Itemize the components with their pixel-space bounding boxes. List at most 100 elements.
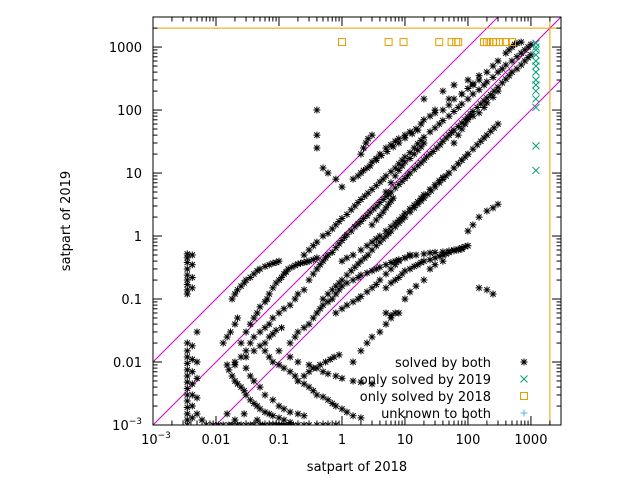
data-point	[349, 276, 357, 284]
data-point	[343, 301, 351, 309]
data-point	[368, 158, 376, 166]
data-point	[357, 246, 365, 254]
data-point	[328, 225, 336, 233]
data-point	[420, 276, 428, 284]
data-point	[193, 374, 201, 382]
data-point	[335, 279, 343, 287]
y-tick-label: 0.1	[121, 293, 142, 308]
data-point	[313, 364, 321, 372]
data-point	[253, 267, 261, 275]
data-point	[188, 391, 196, 399]
data-point	[372, 242, 380, 250]
data-point	[401, 158, 409, 166]
data-point	[332, 282, 340, 290]
data-point	[269, 284, 277, 292]
data-point	[313, 254, 321, 262]
data-point	[473, 141, 481, 149]
data-point	[193, 410, 201, 418]
data-point	[183, 250, 191, 258]
data-point	[368, 131, 376, 139]
data-point	[275, 347, 283, 355]
data-point	[450, 164, 458, 172]
data-point	[366, 162, 374, 170]
data-point	[414, 198, 422, 206]
data-point	[237, 353, 245, 361]
data-point	[265, 410, 273, 418]
data-point	[188, 414, 196, 422]
data-point	[464, 242, 472, 250]
data-point	[286, 339, 294, 347]
data-point	[305, 361, 313, 369]
data-point	[332, 372, 340, 380]
series-0	[183, 38, 535, 425]
data-point	[357, 271, 365, 279]
data-point	[250, 347, 258, 355]
data-point	[363, 288, 371, 296]
y-tick-label: 1000	[109, 41, 142, 56]
data-point	[458, 125, 466, 133]
data-point	[385, 200, 393, 208]
axis-ticks: 10−3 0.01 0.1 1 10 100 1000 10−3 0.01 0.1 1 10 100 10…	[109, 17, 561, 448]
data-point	[183, 281, 191, 289]
data-point	[532, 62, 540, 70]
data-point	[494, 57, 502, 65]
data-point	[372, 265, 380, 273]
data-point	[406, 149, 414, 157]
data-point	[357, 150, 365, 158]
data-point	[494, 87, 502, 95]
data-point	[291, 333, 299, 341]
data-point	[282, 268, 290, 276]
data-point	[343, 231, 351, 239]
data-point	[343, 254, 351, 262]
data-point	[469, 112, 477, 120]
data-point	[501, 38, 510, 47]
data-point	[246, 339, 254, 347]
data-point	[507, 38, 516, 47]
data-point	[439, 173, 447, 181]
data-point	[362, 139, 370, 147]
data-point	[265, 353, 273, 361]
data-point	[188, 251, 196, 259]
data-point	[313, 238, 321, 246]
data-point	[309, 270, 317, 278]
data-point	[454, 245, 462, 253]
data-point	[431, 181, 439, 189]
data-point	[265, 333, 273, 341]
data-point	[450, 139, 458, 147]
data-point	[406, 169, 414, 177]
data-point	[475, 284, 483, 292]
data-point	[382, 144, 390, 152]
data-point	[256, 342, 264, 350]
data-point	[335, 240, 343, 248]
legend-label-1: only solved by 2019	[360, 373, 491, 388]
data-point	[480, 103, 488, 111]
data-point	[368, 380, 376, 388]
data-point	[498, 79, 506, 87]
data-point	[193, 358, 201, 366]
data-point	[382, 309, 390, 317]
data-point	[513, 53, 521, 61]
data-point	[265, 320, 273, 328]
data-point	[401, 267, 409, 275]
data-point	[435, 177, 443, 185]
x-tick-label: 10	[397, 433, 414, 448]
data-point	[417, 194, 425, 202]
data-point	[183, 265, 191, 273]
data-point	[223, 361, 231, 369]
data-point	[408, 130, 416, 138]
data-point	[234, 314, 242, 322]
data-point	[480, 81, 488, 89]
data-point	[183, 416, 191, 424]
data-point	[406, 155, 414, 163]
data-point	[330, 353, 338, 361]
data-point	[401, 209, 409, 217]
data-point	[475, 86, 483, 94]
data-point	[319, 301, 327, 309]
data-point	[423, 153, 431, 161]
data-point	[513, 39, 521, 47]
data-point	[387, 179, 395, 187]
data-point	[391, 184, 399, 192]
data-point	[395, 166, 403, 174]
data-point	[183, 258, 191, 266]
data-point	[272, 326, 280, 334]
